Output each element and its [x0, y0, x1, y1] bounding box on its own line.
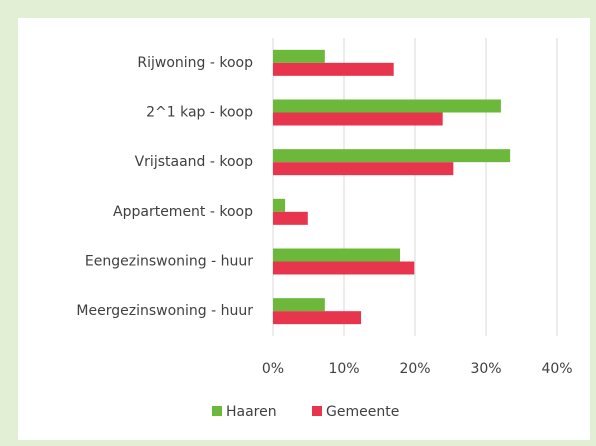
bar: [273, 298, 325, 312]
legend-label: Haaren: [226, 404, 277, 420]
y-tick-label: Meergezinswoning - huur: [76, 303, 253, 319]
bar: [273, 198, 286, 212]
bar: [273, 311, 362, 325]
plot-panel: [18, 18, 590, 440]
x-tick-label: 40%: [541, 361, 572, 377]
bar: [273, 211, 308, 225]
bar: [273, 112, 443, 126]
bar: [273, 162, 454, 176]
legend-swatch: [312, 406, 322, 416]
x-tick-label: 30%: [470, 361, 501, 377]
x-tick-label: 10%: [328, 361, 359, 377]
bar: [273, 62, 394, 76]
bar: [273, 149, 511, 163]
bar: [273, 99, 501, 113]
y-tick-label: Vrijstaand - koop: [135, 154, 254, 170]
bar: [273, 49, 325, 63]
y-tick-label: Eengezinswoning - huur: [85, 254, 253, 270]
bar: [273, 248, 401, 262]
y-tick-label: 2^1 kap - koop: [146, 105, 253, 121]
legend-label: Gemeente: [326, 404, 399, 420]
x-tick-label: 0%: [262, 361, 284, 377]
legend-swatch: [212, 406, 222, 416]
y-tick-label: Appartement - koop: [113, 204, 253, 220]
y-tick-label: Rijwoning - koop: [137, 55, 253, 71]
x-tick-label: 20%: [399, 361, 430, 377]
bar: [273, 261, 415, 275]
